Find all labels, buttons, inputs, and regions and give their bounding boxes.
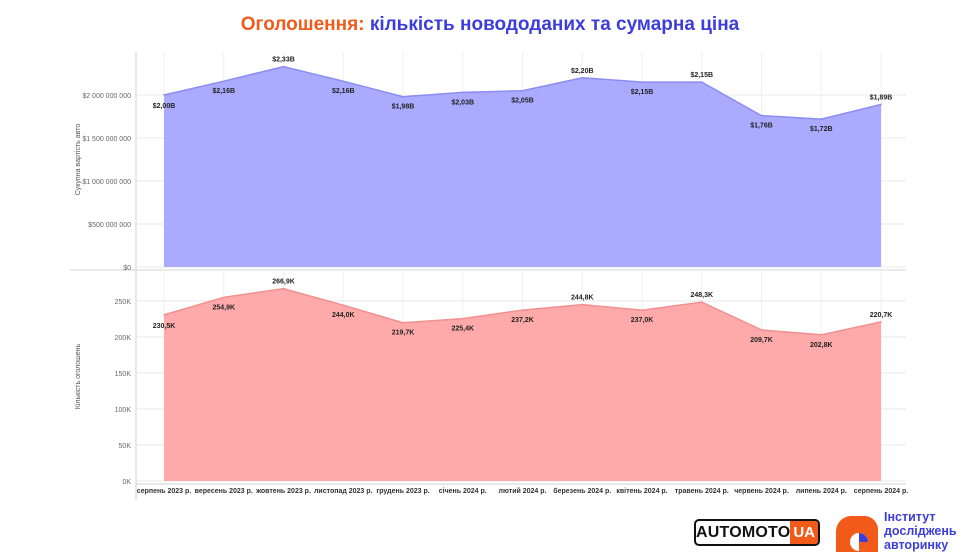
y-tick-label-value: $1 000 000 000 (82, 179, 131, 186)
data-point-count (820, 334, 823, 336)
data-label-count: 244,8K (571, 295, 594, 302)
data-point-count (282, 287, 285, 290)
x-tick-label: вересень 2023 р. (195, 488, 253, 495)
data-label-value: $2,15B (631, 89, 654, 96)
x-tick-label: квітень 2024 р. (616, 487, 667, 495)
area-count (164, 288, 881, 481)
x-tick-label: липень 2024 р. (796, 488, 847, 495)
data-point-value (282, 65, 285, 68)
data-label-value: $1,76B (750, 123, 773, 130)
data-label-value: $2,05B (511, 98, 534, 105)
data-label-count: 248,3K (690, 292, 713, 299)
x-tick-label: березень 2024 р. (553, 487, 611, 495)
y-tick-label-value: $0 (123, 265, 131, 272)
automoto-logo: AUTOMOTO UA (694, 519, 820, 546)
data-label-value: $2,16B (332, 88, 355, 95)
institute-logo: Інститут досліджень авторинку (832, 508, 972, 554)
data-point-count (760, 329, 763, 331)
data-label-count: 202,8K (810, 342, 833, 349)
data-label-count: 219,7K (392, 330, 415, 337)
data-point-value (760, 114, 763, 117)
area-value (164, 66, 881, 267)
data-point-count (880, 321, 882, 323)
data-point-count (581, 303, 584, 306)
data-label-value: $2,03B (451, 99, 474, 106)
data-point-value (700, 81, 703, 83)
institute-line-1: Інститут (884, 510, 936, 524)
y-tick-label-count: 150K (115, 371, 132, 378)
data-point-value (521, 89, 524, 92)
data-point-count (342, 304, 345, 306)
data-point-count (521, 309, 524, 311)
data-label-count: 220,7K (870, 312, 893, 319)
data-label-value: $2,20B (571, 68, 594, 75)
data-label-value: $1,72B (810, 126, 833, 133)
y-tick-label-count: 100K (115, 407, 132, 414)
data-point-count (700, 301, 703, 303)
data-point-count (163, 314, 165, 316)
x-tick-label: жовтень 2023 р. (255, 488, 311, 495)
data-label-count: 237,0K (631, 317, 654, 324)
y-tick-label-count: 250K (115, 299, 132, 306)
data-label-value: $2,33B (272, 57, 295, 64)
x-tick-label: лютий 2024 р. (499, 487, 547, 495)
x-tick-label: листопад 2023 р. (314, 488, 373, 495)
automoto-logo-ua: UA (790, 521, 818, 544)
x-tick-label: травень 2024 р. (675, 488, 729, 495)
data-point-value (342, 80, 345, 83)
data-label-value: $1,98B (392, 104, 415, 111)
y-tick-label-value: $500 000 000 (88, 222, 131, 229)
institute-line-2: досліджень (884, 524, 957, 538)
chart-area: $0 $500 000 000 $1 000 000 000 $1 500 000 0… (70, 52, 908, 500)
automoto-logo-text: AUTOMOTO (696, 523, 791, 541)
data-point-value (581, 77, 584, 79)
x-tick-label: серпень 2023 р. (137, 488, 191, 495)
data-label-count: 237,2K (511, 317, 534, 324)
data-label-count: 254,9K (212, 304, 235, 311)
y-axis-label-count: Кількість оголошень (74, 343, 82, 409)
x-tick-label: січень 2024 р. (439, 487, 487, 495)
data-label-value: $2,16B (212, 88, 235, 95)
y-tick-label-value: $2 000 000 000 (82, 93, 131, 100)
data-point-value (461, 91, 464, 94)
data-point-count (402, 321, 404, 324)
data-point-value (641, 81, 643, 83)
data-point-count (222, 296, 225, 299)
institute-car-icon (836, 516, 878, 552)
data-label-count: 225,4K (451, 326, 474, 333)
chart-title-accent: Оголошення: (240, 14, 365, 35)
data-label-value: $2,15B (690, 72, 713, 79)
chart-title-rest: кількість новододаних та сумарна ціна (364, 14, 740, 35)
y-tick-label-count: 0K (122, 479, 131, 486)
data-point-count (461, 317, 464, 320)
x-tick-label: грудень 2023 р. (376, 488, 429, 495)
data-label-value: $2,00B (153, 103, 176, 110)
y-axis-label-value: Сукупна вартість авто (74, 124, 82, 196)
institute-line-3: авторинку (884, 538, 949, 552)
x-tick-label: серпень 2024 р. (854, 488, 908, 495)
data-label-value: $1,89B (870, 94, 893, 101)
institute-logo-text: Інститут досліджень авторинку (884, 510, 957, 552)
x-tick-label: червень 2024 р. (734, 488, 789, 495)
data-point-value (163, 94, 165, 96)
data-point-value (222, 80, 225, 83)
data-point-value (820, 118, 823, 120)
data-label-count: 244,0K (332, 312, 355, 319)
chart-title: Оголошення: кількість новододаних та сум… (0, 14, 980, 36)
data-label-count: 230,5K (153, 323, 176, 330)
data-point-count (641, 309, 643, 311)
y-tick-label-count: 200K (115, 335, 132, 342)
y-tick-label-count: 50K (119, 443, 132, 450)
data-point-value (402, 95, 404, 98)
data-label-count: 266,9K (272, 279, 295, 286)
data-point-value (880, 103, 882, 106)
y-tick-label-value: $1 500 000 000 (82, 136, 131, 143)
data-label-count: 209,7K (750, 337, 773, 344)
